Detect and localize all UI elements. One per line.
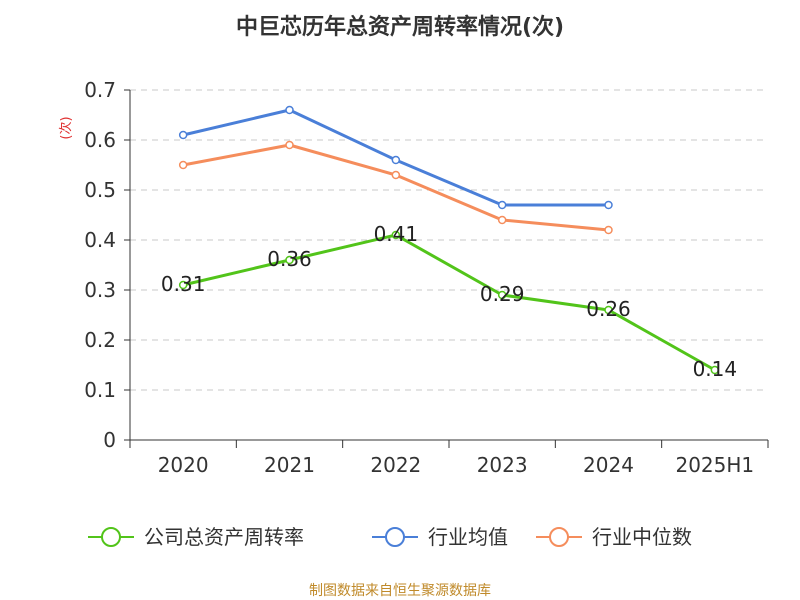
legend-item[interactable]: 行业均值	[372, 525, 508, 549]
data-point[interactable]	[497, 290, 507, 300]
legend-label: 公司总资产周转率	[144, 525, 304, 549]
data-point[interactable]	[285, 255, 294, 265]
legend-marker	[101, 527, 121, 547]
y-tick-label: 0.3	[84, 278, 116, 302]
data-point[interactable]	[604, 305, 613, 315]
data-point[interactable]	[391, 170, 401, 180]
legend[interactable]: 公司总资产周转率 行业均值 行业中位数	[88, 525, 692, 549]
series-group	[178, 105, 720, 375]
data-label: 0.29	[480, 282, 525, 306]
data-label: 0.41	[374, 222, 419, 246]
legend-item[interactable]: 公司总资产周转率	[88, 525, 304, 549]
y-tick-label: 0.1	[84, 378, 116, 402]
data-point[interactable]	[391, 230, 401, 240]
x-tick-label: 2023	[477, 453, 528, 477]
data-label: 0.31	[161, 272, 206, 296]
legend-marker	[549, 527, 569, 547]
legend-label: 行业中位数	[592, 525, 692, 549]
series-line	[182, 233, 716, 372]
data-point[interactable]	[604, 200, 613, 210]
data-point[interactable]	[710, 365, 720, 375]
legend-marker	[385, 527, 405, 547]
y-tick-label: 0.6	[84, 128, 116, 152]
x-tick-label: 2022	[370, 453, 421, 477]
data-point[interactable]	[497, 215, 507, 225]
data-label: 0.14	[693, 357, 738, 381]
legend-label: 行业均值	[428, 525, 508, 549]
legend-item[interactable]: 行业中位数	[536, 525, 692, 549]
data-point[interactable]	[178, 160, 188, 170]
chart-title: 中巨芯历年总资产周转率情况(次)	[236, 14, 564, 40]
data-point[interactable]	[604, 225, 613, 235]
y-tick-label: 0.2	[84, 328, 116, 352]
data-point[interactable]	[391, 155, 401, 165]
data-point[interactable]	[178, 130, 188, 140]
y-tick-label: 0.4	[84, 228, 116, 252]
x-tick-label: 2024	[583, 453, 634, 477]
x-tick-label: 2020	[158, 453, 209, 477]
data-point[interactable]	[178, 280, 188, 290]
x-tick-label: 2025H1	[675, 453, 754, 477]
data-point[interactable]	[285, 140, 294, 150]
data-label: 0.26	[586, 297, 631, 321]
y-tick-label: 0.7	[84, 78, 116, 102]
x-tick-label: 2021	[264, 453, 315, 477]
y-axis-label: (次)	[58, 116, 74, 139]
y-tick-label: 0.5	[84, 178, 116, 202]
data-point[interactable]	[497, 200, 507, 210]
data-label: 0.36	[267, 247, 312, 271]
y-tick-label: 0	[103, 428, 116, 452]
data-labels: 0.31 0.36 0.41 0.29 0.26 0.14	[161, 222, 737, 381]
source-note: 制图数据来自恒生聚源数据库	[309, 583, 491, 599]
data-point[interactable]	[285, 105, 294, 115]
axes: 0 0.1 0.2 0.3 0.4 0.5 0.6 0.7 2020 2021 2022 2023 20…	[84, 78, 769, 477]
